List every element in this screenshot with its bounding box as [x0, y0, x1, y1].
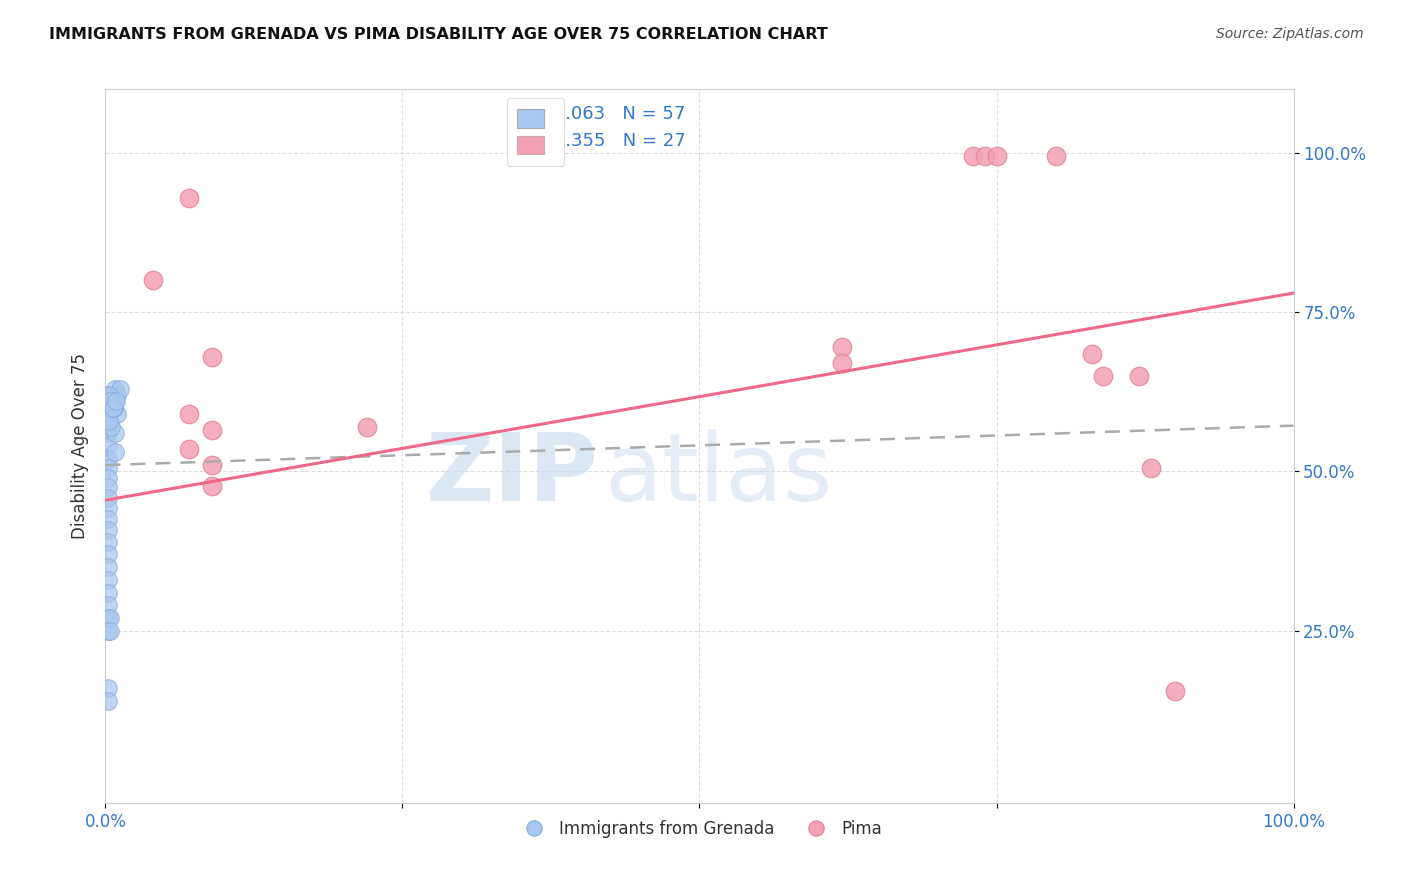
Point: [177, 407, 200, 421]
Y-axis label: Disability Age Over 75: Disability Age Over 75: [70, 353, 89, 539]
Point: [97, 694, 120, 708]
Point: [97, 523, 120, 537]
Point: [97, 413, 120, 427]
Point: [97, 480, 120, 494]
Point: [177, 190, 200, 204]
Point: [97, 599, 120, 613]
Point: [973, 149, 995, 163]
Point: [97, 611, 120, 625]
Point: [142, 273, 165, 287]
Point: [97, 426, 120, 441]
Point: [104, 394, 127, 409]
Point: [97, 451, 120, 466]
Point: [97, 461, 120, 475]
Point: [100, 420, 122, 434]
Point: [101, 401, 124, 415]
Point: [831, 356, 853, 370]
Text: ZIP: ZIP: [426, 428, 599, 521]
Point: [97, 534, 120, 549]
Point: [98, 413, 121, 427]
Point: [98, 611, 121, 625]
Point: [105, 407, 128, 421]
Point: [1092, 368, 1115, 383]
Point: [98, 394, 121, 409]
Point: [97, 401, 120, 415]
Point: [97, 560, 120, 574]
Point: [97, 585, 120, 599]
Point: [97, 681, 120, 695]
Point: [1128, 368, 1150, 383]
Point: [108, 382, 131, 396]
Point: [986, 149, 1008, 163]
Point: [1140, 461, 1163, 475]
Point: [97, 501, 120, 516]
Point: [1164, 684, 1187, 698]
Point: [97, 573, 120, 587]
Point: [97, 624, 120, 638]
Point: [104, 382, 127, 396]
Text: atlas: atlas: [605, 428, 832, 521]
Point: [104, 445, 127, 459]
Point: [97, 491, 120, 506]
Point: [1045, 149, 1067, 163]
Point: [98, 624, 121, 638]
Point: [201, 350, 224, 364]
Point: [104, 426, 127, 441]
Point: [105, 388, 128, 402]
Point: [97, 547, 120, 561]
Point: [105, 394, 128, 409]
Point: [98, 388, 121, 402]
Point: [962, 149, 984, 163]
Point: [201, 423, 224, 437]
Point: [97, 471, 120, 485]
Point: [1080, 346, 1102, 360]
Point: [97, 512, 120, 526]
Point: [201, 478, 224, 492]
Point: [177, 442, 200, 457]
Point: [97, 388, 120, 402]
Text: Source: ZipAtlas.com: Source: ZipAtlas.com: [1216, 27, 1364, 41]
Point: [97, 439, 120, 453]
Point: [356, 420, 378, 434]
Text: R = 0.355   N = 27: R = 0.355 N = 27: [516, 132, 686, 150]
Point: [831, 340, 853, 354]
Legend: Immigrants from Grenada, Pima: Immigrants from Grenada, Pima: [510, 814, 889, 845]
Point: [100, 394, 122, 409]
Point: [201, 458, 224, 472]
Text: R = 0.063   N = 57: R = 0.063 N = 57: [516, 105, 686, 123]
Point: [103, 401, 125, 415]
Text: IMMIGRANTS FROM GRENADA VS PIMA DISABILITY AGE OVER 75 CORRELATION CHART: IMMIGRANTS FROM GRENADA VS PIMA DISABILI…: [49, 27, 828, 42]
